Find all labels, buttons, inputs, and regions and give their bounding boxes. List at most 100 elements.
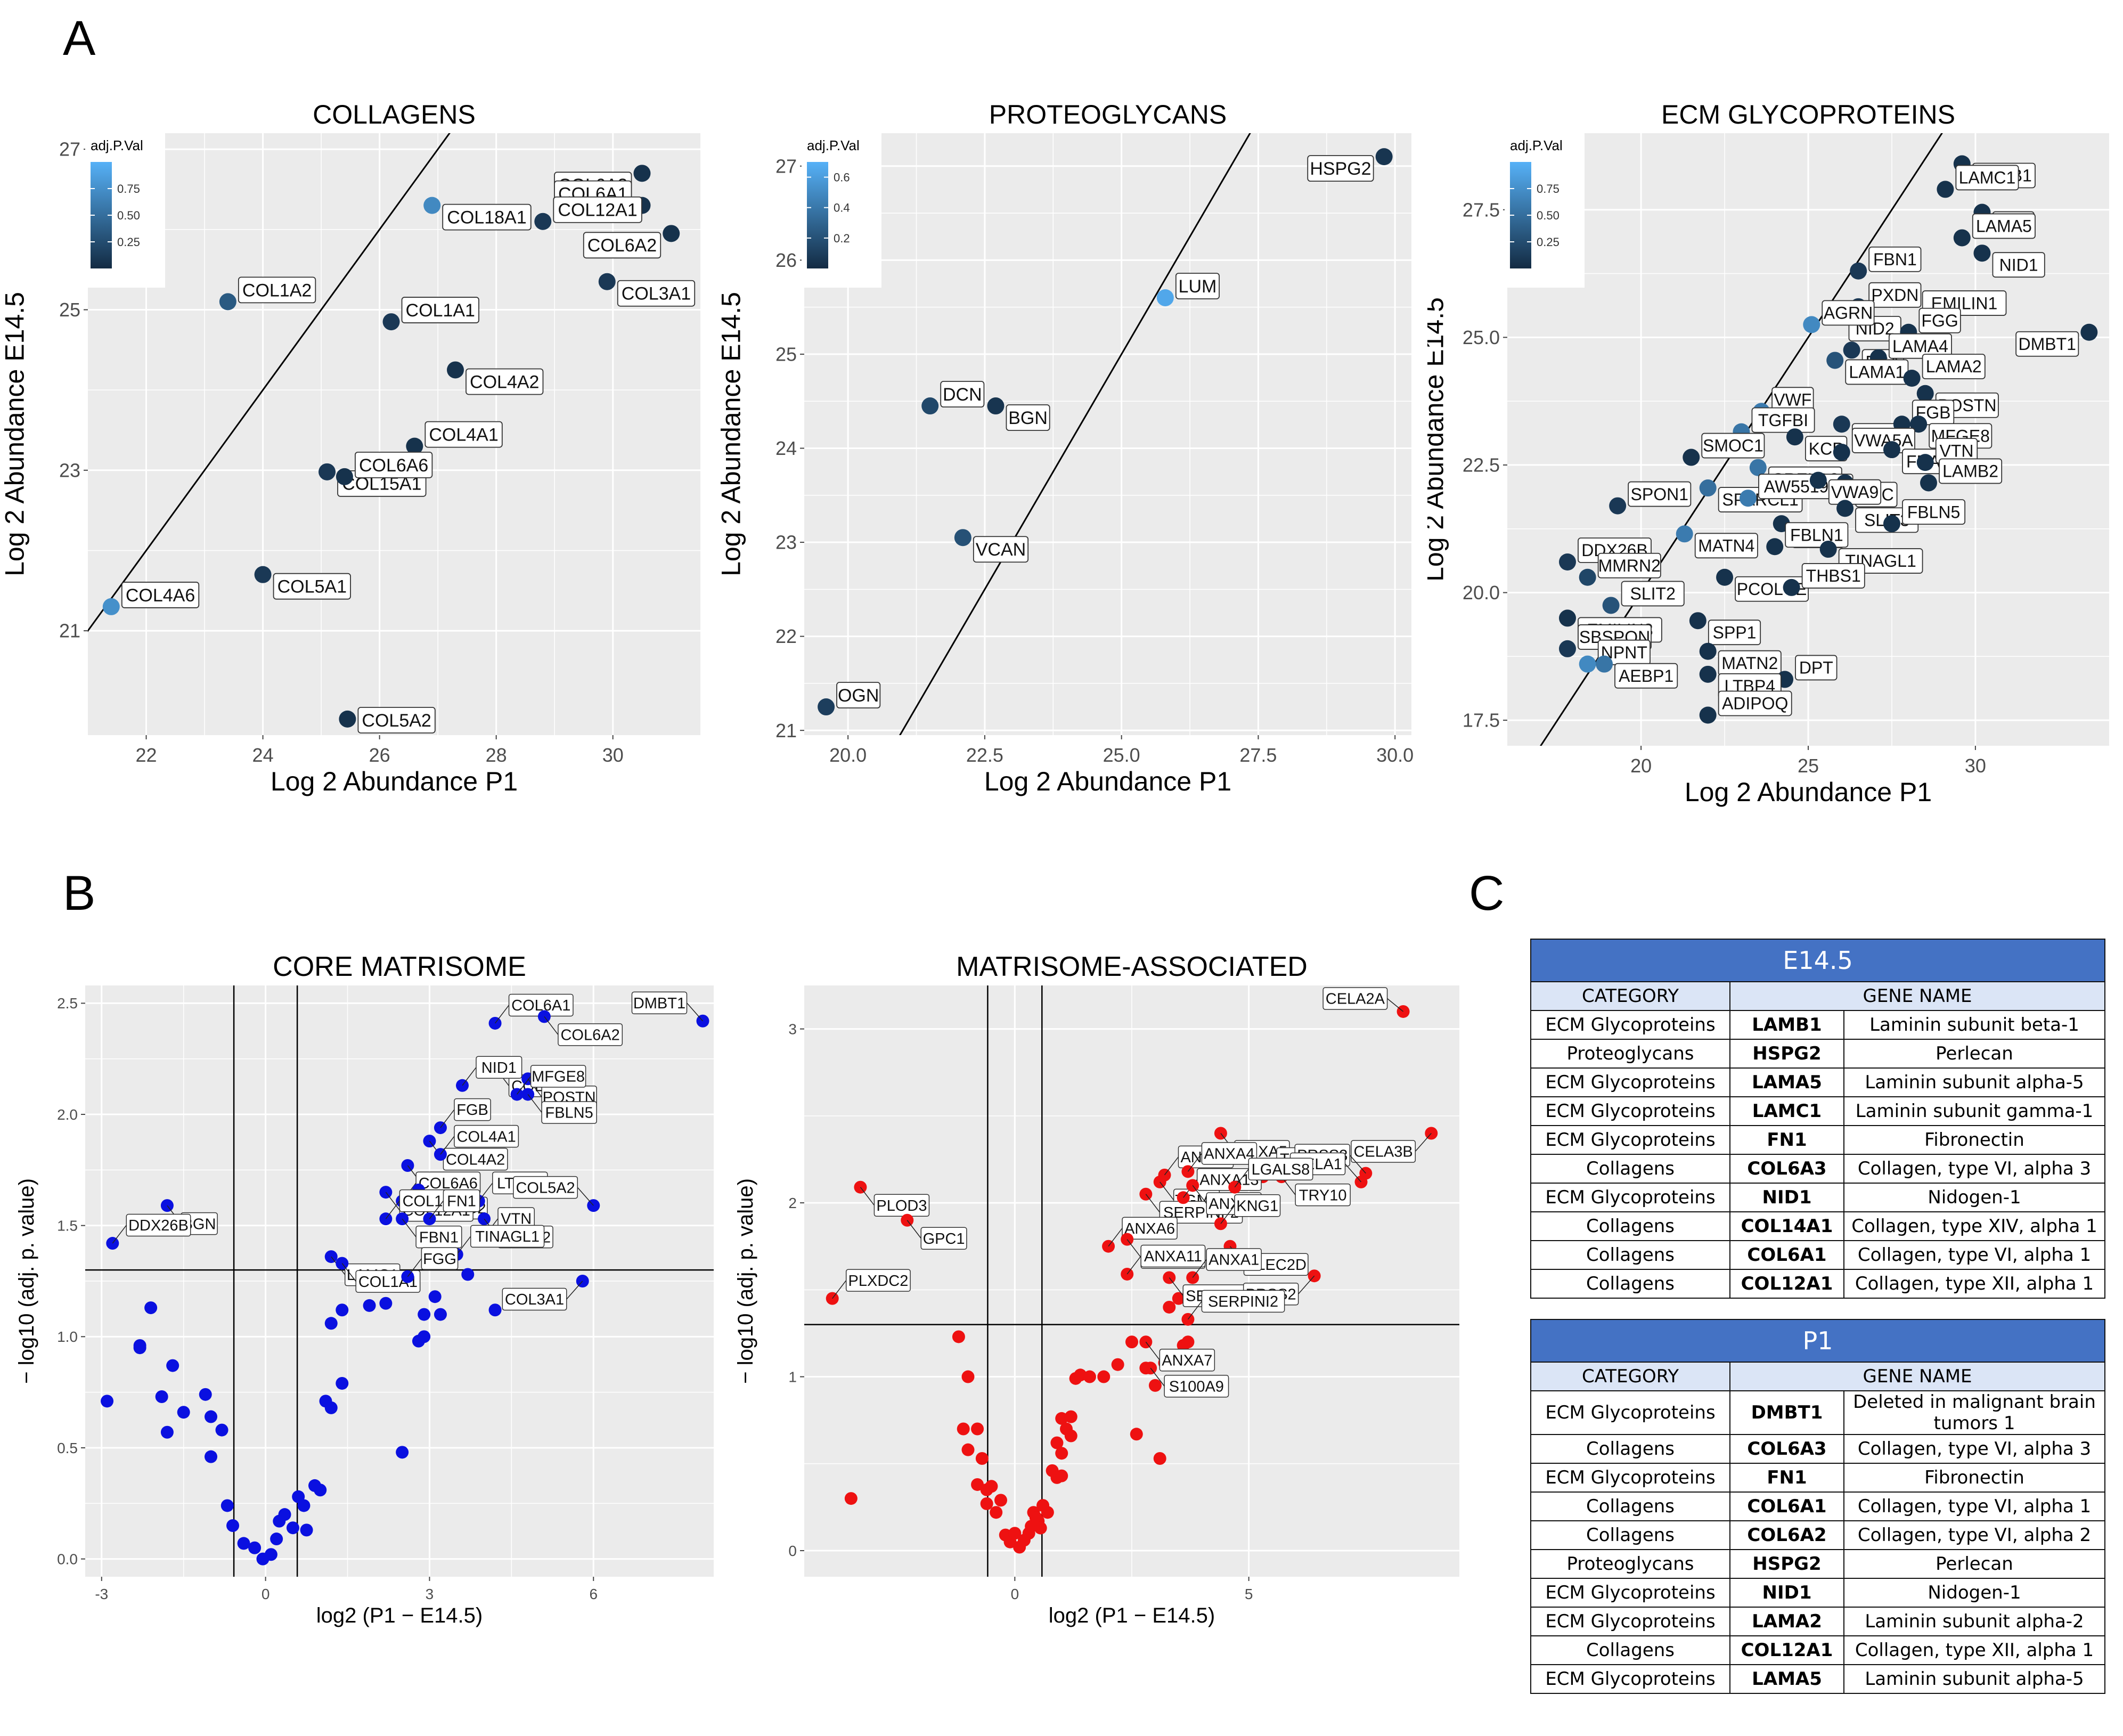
data-point xyxy=(1716,568,1734,586)
data-point xyxy=(1833,443,1850,461)
label-box xyxy=(1701,433,1765,459)
y-tick-label: 25.0 xyxy=(1463,327,1500,348)
x-tick-label: 27.5 xyxy=(1239,744,1277,766)
point-label: PXDN xyxy=(1871,286,1918,305)
label-box xyxy=(1322,987,1388,1010)
label-box xyxy=(1922,354,1986,379)
label-box xyxy=(454,1124,519,1148)
label-box xyxy=(1175,273,1220,299)
label-box xyxy=(273,573,351,600)
label-box xyxy=(530,1065,586,1088)
label-box xyxy=(470,1225,545,1248)
gene-cell: NID1 xyxy=(1729,1183,1844,1212)
data-point xyxy=(1740,490,1757,507)
column-header-category: CATEGORY xyxy=(1530,981,1730,1011)
chart-matrisome-associated: 0 5 0 1 2 3 MATRISOME-ASSOCIATED log2 (P1 − E14… xyxy=(735,951,1459,1627)
category-cell: ECM Glycoproteins xyxy=(1530,1390,1730,1435)
category-cell: ECM Glycoproteins xyxy=(1530,1067,1730,1097)
data-point xyxy=(1375,148,1393,166)
chart-title: PROTEOGLYCANS xyxy=(989,100,1227,129)
table-row: Proteoglycans HSPG2 Perlecan xyxy=(1530,1039,2105,1069)
label-box xyxy=(1694,533,1758,559)
label-box xyxy=(476,1056,522,1079)
y-tick-label: 1.5 xyxy=(57,1217,78,1234)
label-box xyxy=(920,1227,967,1250)
data-point xyxy=(1809,471,1827,489)
point-label: SLIT2 xyxy=(1630,584,1676,604)
data-point xyxy=(1008,1527,1022,1540)
legend-tick-label: 0.75 xyxy=(117,182,140,195)
gene-name-cell: Laminin subunit alpha-5 xyxy=(1843,1664,2105,1694)
point-label: LGALS8 xyxy=(1252,1161,1310,1178)
label-box xyxy=(421,1247,459,1270)
label-box xyxy=(1992,252,2045,278)
label-box xyxy=(1159,1349,1215,1372)
point-label: COL6A6 xyxy=(419,1175,478,1192)
point-label: FGG xyxy=(1921,311,1958,330)
data-point xyxy=(205,1410,217,1423)
label-box xyxy=(1828,479,1882,505)
point-label: PLXDC2 xyxy=(848,1273,909,1290)
x-axis-label: Log 2 Abundance P1 xyxy=(984,767,1231,796)
data-point xyxy=(1148,1379,1162,1392)
point-label: DMBT1 xyxy=(633,995,685,1012)
data-point xyxy=(1156,289,1174,306)
point-label: COL4A2 xyxy=(446,1151,505,1168)
point-label: HSPG2 xyxy=(1310,159,1371,179)
column-header-gene-name: GENE NAME xyxy=(1729,981,2105,1011)
point-label: VWA9 xyxy=(1831,483,1879,502)
x-tick-label: -3 xyxy=(95,1586,108,1602)
label-leader xyxy=(1344,1163,1362,1183)
x-tick-label: 0 xyxy=(1011,1586,1019,1602)
y-axis-label: − log10 (adj. p. value) xyxy=(735,1178,757,1384)
point-label: SERPINI2 xyxy=(1208,1293,1278,1310)
label-leader xyxy=(1187,1153,1203,1172)
gene-name-cell: Collagen, type VI, alpha 1 xyxy=(1843,1240,2105,1270)
gene-cell: COL12A1 xyxy=(1729,1269,1844,1299)
data-point xyxy=(324,1317,338,1330)
data-point xyxy=(1903,370,1921,387)
data-point xyxy=(1041,1506,1054,1519)
y-tick-label: 24 xyxy=(775,437,797,459)
y-tick-label: 22.5 xyxy=(1463,454,1500,476)
color-legend: adj.P.Val 0.2 0.4 0.6 xyxy=(802,133,881,288)
data-point xyxy=(336,468,353,485)
label-box xyxy=(553,196,642,223)
y-tick-label: 21 xyxy=(775,720,797,741)
label-box xyxy=(442,203,532,231)
gene-cell: LAMB1 xyxy=(1729,1010,1844,1040)
label-box xyxy=(121,582,200,608)
label-box xyxy=(1918,307,1961,333)
category-cell: Proteoglycans xyxy=(1530,1039,1730,1069)
point-label: VWF xyxy=(1774,390,1811,409)
data-point xyxy=(278,1508,291,1521)
gene-cell: COL6A1 xyxy=(1729,1240,1844,1270)
x-tick-label: 26 xyxy=(369,744,390,766)
data-point xyxy=(1916,454,1934,471)
data-point xyxy=(1579,568,1596,586)
label-box xyxy=(1621,581,1685,607)
label-box xyxy=(1801,563,1865,589)
label-box xyxy=(443,1189,480,1212)
data-point xyxy=(818,698,835,716)
point-label: COL4A2 xyxy=(470,372,539,392)
y-tick-label: 3 xyxy=(788,1021,797,1037)
data-point xyxy=(1125,1335,1138,1349)
data-point xyxy=(363,1299,376,1312)
legend-tick-label: 0.75 xyxy=(1537,182,1559,195)
data-point xyxy=(844,1492,858,1505)
category-cell: ECM Glycoproteins xyxy=(1530,1463,1730,1493)
label-leader xyxy=(385,1200,400,1219)
point-label: TINAGL1 xyxy=(475,1228,540,1245)
label-box xyxy=(1597,552,1661,578)
label-leader xyxy=(429,1200,444,1219)
label-leader xyxy=(1164,1156,1179,1176)
category-cell: Collagens xyxy=(1530,1492,1730,1521)
x-tick-label: 3 xyxy=(426,1586,434,1602)
data-point xyxy=(406,437,423,455)
label-box xyxy=(355,451,433,478)
point-label: CELA3B xyxy=(1353,1144,1412,1161)
point-label: MMRN2 xyxy=(1598,556,1661,575)
y-tick-label: 21 xyxy=(59,620,80,642)
gene-name-cell: Laminin subunit alpha-2 xyxy=(1843,1607,2105,1636)
